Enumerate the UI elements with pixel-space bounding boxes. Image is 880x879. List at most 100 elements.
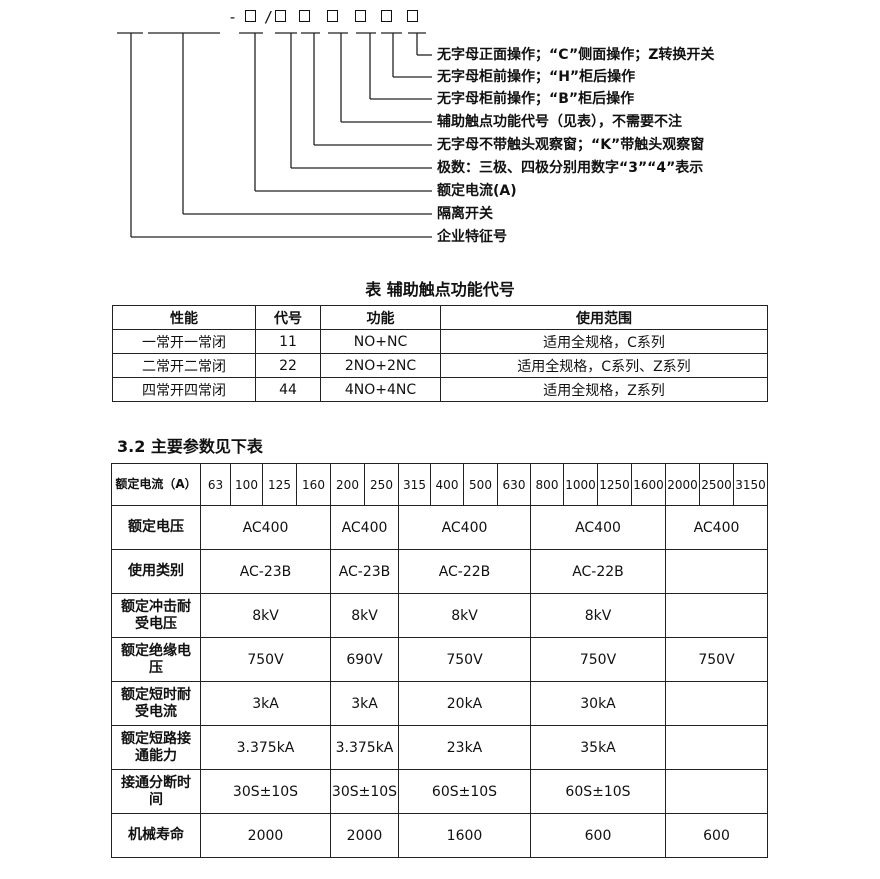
current-value: 63 (200, 463, 231, 506)
code-placeholder-box (245, 10, 256, 22)
current-value: 2000 (665, 463, 700, 506)
table-cell: 44 (255, 377, 321, 402)
param-row: 额定短路接通能力 3.375kA 3.375kA 23kA 35kA (111, 725, 768, 770)
param-value (665, 593, 768, 638)
param-value: 600 (530, 813, 666, 858)
param-value: 60S±10S (398, 769, 531, 814)
param-value (665, 681, 768, 726)
param-value: AC400 (200, 505, 331, 550)
param-value (665, 769, 768, 814)
param-value: 750V (200, 637, 331, 682)
current-value: 1600 (631, 463, 666, 506)
current-value: 3150 (733, 463, 768, 506)
row-header: 额定短路接通能力 (111, 725, 201, 770)
aux-table-title: 表 辅助触点功能代号 (365, 280, 515, 299)
model-code-diagram (117, 32, 432, 238)
param-value: 690V (330, 637, 399, 682)
row-header: 额定电压 (111, 505, 201, 550)
code-field-label: 企业特征号 (437, 229, 507, 245)
param-value: AC-23B (330, 549, 399, 594)
code-placeholder-box (407, 10, 418, 22)
param-value: 2000 (330, 813, 399, 858)
code-placeholder-box (355, 10, 366, 22)
table-cell: 适用全规格，C系列 (440, 329, 768, 354)
param-row: 接通分断时间 30S±10S 30S±10S 60S±10S 60S±10S (111, 769, 768, 814)
code-placeholder-box (381, 10, 392, 22)
current-value: 630 (497, 463, 531, 506)
current-value: 1250 (597, 463, 632, 506)
param-value: 600 (665, 813, 768, 858)
code-dash: - (228, 8, 238, 26)
param-value: 3.375kA (200, 725, 331, 770)
table-cell: 4NO+4NC (320, 377, 441, 402)
row-header: 额定冲击耐受电压 (111, 593, 201, 638)
current-value: 125 (262, 463, 297, 506)
current-value: 100 (230, 463, 263, 506)
current-value: 315 (398, 463, 431, 506)
param-value: AC400 (665, 505, 768, 550)
code-slash: / (264, 8, 274, 26)
param-value: AC-22B (530, 549, 666, 594)
table-cell: 11 (255, 329, 321, 354)
code-placeholder-box (275, 10, 286, 22)
row-header: 额定短时耐受电流 (111, 681, 201, 726)
table-row: 一常开一常闭 11 NO+NC 适用全规格，C系列 (112, 329, 768, 354)
code-field-label: 额定电流(A) (437, 183, 517, 199)
param-value: AC400 (330, 505, 399, 550)
param-value: 1600 (398, 813, 531, 858)
code-field-label: 无字母柜前操作；“B”柜后操作 (437, 91, 635, 107)
param-value: 2000 (200, 813, 331, 858)
row-header: 额定电流（A） (111, 463, 201, 506)
code-placeholder-box (299, 10, 310, 22)
current-value: 200 (330, 463, 365, 506)
param-value: 35kA (530, 725, 666, 770)
column-header: 使用范围 (440, 305, 768, 330)
param-row: 使用类别 AC-23B AC-23B AC-22B AC-22B (111, 549, 768, 594)
code-field-label: 无字母柜前操作；“H”柜后操作 (437, 69, 636, 85)
table-header-row: 性能 代号 功能 使用范围 (112, 305, 768, 330)
current-value: 2500 (699, 463, 734, 506)
column-header: 功能 (320, 305, 441, 330)
table-cell: 适用全规格，Z系列 (440, 377, 768, 402)
table-cell: 一常开一常闭 (112, 329, 256, 354)
main-params-table: 额定电流（A） 63 100 125 160 200 250 315 400 500 630 800 1… (111, 463, 768, 858)
current-value: 160 (296, 463, 331, 506)
row-header: 使用类别 (111, 549, 201, 594)
column-header: 性能 (112, 305, 256, 330)
param-row: 额定冲击耐受电压 8kV 8kV 8kV 8kV (111, 593, 768, 638)
param-row: 额定绝缘电压 750V 690V 750V 750V 750V (111, 637, 768, 682)
param-value: 750V (530, 637, 666, 682)
code-field-label: 隔离开关 (437, 206, 493, 222)
code-placeholder-box (327, 10, 338, 22)
param-value: AC400 (530, 505, 666, 550)
row-header: 机械寿命 (111, 813, 201, 858)
aux-contact-table: 性能 代号 功能 使用范围 一常开一常闭 11 NO+NC 适用全规格，C系列 二常开二常闭 22… (112, 305, 768, 402)
row-header: 接通分断时间 (111, 769, 201, 814)
row-header: 额定绝缘电压 (111, 637, 201, 682)
param-value: 20kA (398, 681, 531, 726)
table-cell: 2NO+2NC (320, 353, 441, 378)
param-row: 额定短时耐受电流 3kA 3kA 20kA 30kA (111, 681, 768, 726)
table-cell: 二常开二常闭 (112, 353, 256, 378)
current-value: 1000 (563, 463, 598, 506)
section-title: 3.2 主要参数见下表 (117, 437, 263, 456)
current-value: 400 (430, 463, 464, 506)
param-value: 750V (665, 637, 768, 682)
param-value: 23kA (398, 725, 531, 770)
param-value: 3kA (200, 681, 331, 726)
param-value: AC400 (398, 505, 531, 550)
param-value: AC-23B (200, 549, 331, 594)
param-value: 8kV (530, 593, 666, 638)
param-value: 8kV (398, 593, 531, 638)
param-value: AC-22B (398, 549, 531, 594)
table-cell: 适用全规格，C系列、Z系列 (440, 353, 768, 378)
param-value: 60S±10S (530, 769, 666, 814)
code-field-label: 无字母正面操作；“C”侧面操作；Z转换开关 (437, 47, 715, 63)
current-value: 500 (463, 463, 498, 506)
current-row: 额定电流（A） 63 100 125 160 200 250 315 400 500 630 800 1… (111, 463, 768, 506)
param-value (665, 725, 768, 770)
column-header: 代号 (255, 305, 321, 330)
code-field-label: 辅助触点功能代号（见表），不需要不注 (437, 114, 682, 130)
param-value: 8kV (330, 593, 399, 638)
code-field-label: 无字母不带触头观察窗；“K”带触头观察窗 (437, 137, 705, 153)
